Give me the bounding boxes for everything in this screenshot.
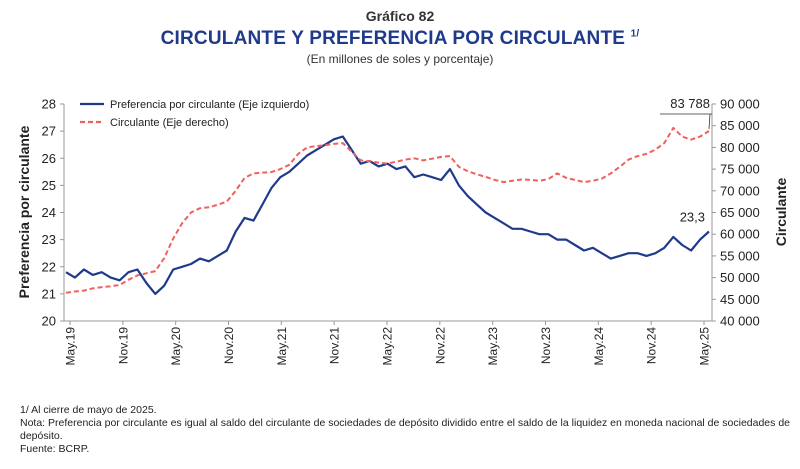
right-tick-label: 45 000 bbox=[720, 292, 760, 307]
x-tick-label: Nov.20 bbox=[222, 327, 236, 364]
annotations: 23,3 83 788 bbox=[660, 96, 712, 224]
left-tick-label: 27 bbox=[42, 124, 56, 139]
right-tick-label: 70 000 bbox=[720, 183, 760, 198]
x-tick-label: Nov.23 bbox=[539, 327, 553, 364]
source: Fuente: BCRP. bbox=[20, 443, 90, 455]
x-tick-label: Nov.22 bbox=[433, 327, 447, 364]
annotation-leader-line bbox=[708, 113, 711, 129]
x-tick-label: May.23 bbox=[486, 327, 500, 366]
note: Nota: Preferencia por circulante es igua… bbox=[20, 417, 790, 442]
x-tick-label: Nov.24 bbox=[645, 327, 659, 364]
x-axis-ticks: May.19 Nov.19 May.20 Nov.20 May.21 Nov.21 May.… bbox=[64, 321, 712, 365]
left-axis-title: Preferencia por circulante bbox=[16, 125, 32, 298]
x-tick-label: May.24 bbox=[592, 327, 606, 366]
left-tick-label: 23 bbox=[42, 232, 56, 247]
x-tick-label: Nov.19 bbox=[116, 327, 130, 364]
last-value-left-label: 23,3 bbox=[680, 209, 705, 224]
footnote: 1/ Al cierre de mayo de 2025. bbox=[20, 404, 157, 416]
legend-label-preferencia: Preferencia por circulante (Eje izquierd… bbox=[110, 99, 309, 111]
left-tick-label: 24 bbox=[42, 205, 56, 220]
right-tick-label: 85 000 bbox=[720, 118, 760, 133]
right-axis-ticks: 90 000 85 000 80 000 75 000 70 000 65 000 60 0… bbox=[712, 97, 760, 329]
last-value-right-label: 83 788 bbox=[670, 96, 710, 111]
right-tick-label: 60 000 bbox=[720, 227, 760, 242]
legend: Preferencia por circulante (Eje izquierd… bbox=[80, 99, 309, 129]
left-tick-label: 22 bbox=[42, 259, 56, 274]
legend-label-circulante: Circulante (Eje derecho) bbox=[110, 117, 229, 129]
x-tick-label: May.22 bbox=[381, 327, 395, 366]
title-footnote-mark: 1/ bbox=[630, 28, 640, 40]
right-tick-label: 65 000 bbox=[720, 205, 760, 220]
x-tick-label: May.20 bbox=[169, 327, 183, 366]
left-tick-label: 28 bbox=[42, 97, 56, 112]
left-tick-label: 20 bbox=[42, 314, 56, 329]
right-tick-label: 55 000 bbox=[720, 248, 760, 263]
series-line-circulante bbox=[65, 126, 710, 294]
chart-subtitle: (En millones de soles y porcentaje) bbox=[306, 52, 494, 66]
chart-label: Gráfico 82 bbox=[365, 8, 435, 24]
chart-title-text: CIRCULANTE Y PREFERENCIA POR CIRCULANTE bbox=[160, 28, 626, 49]
right-tick-label: 50 000 bbox=[720, 270, 760, 285]
x-tick-label: May.21 bbox=[275, 327, 289, 366]
series-lines bbox=[65, 126, 710, 295]
right-tick-label: 75 000 bbox=[720, 162, 760, 177]
left-tick-label: 26 bbox=[42, 151, 56, 166]
chart-title: CIRCULANTE Y PREFERENCIA POR CIRCULANTE … bbox=[0, 28, 800, 50]
left-tick-label: 25 bbox=[42, 178, 56, 193]
chart-area: 28 27 26 25 24 23 22 21 20 90 000 85 000 80 000 75 … bbox=[16, 96, 789, 365]
right-tick-label: 90 000 bbox=[720, 97, 760, 112]
x-tick-label: Nov.21 bbox=[328, 327, 342, 364]
x-tick-label: May.25 bbox=[698, 327, 712, 366]
left-axis-ticks: 28 27 26 25 24 23 22 21 20 bbox=[42, 97, 64, 329]
right-axis-title: Circulante bbox=[773, 178, 789, 247]
left-tick-label: 21 bbox=[42, 286, 56, 301]
x-tick-label: May.19 bbox=[64, 327, 78, 366]
right-tick-label: 40 000 bbox=[720, 314, 760, 329]
right-tick-label: 80 000 bbox=[720, 140, 760, 155]
series-line-preferencia bbox=[65, 135, 710, 295]
